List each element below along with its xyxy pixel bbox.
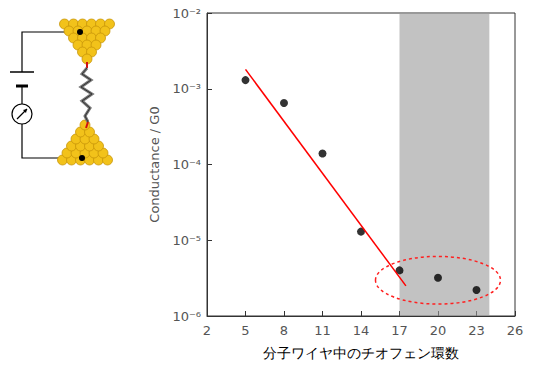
svg-text:分子ワイヤ中のチオフェン環数: 分子ワイヤ中のチオフェン環数 [263,345,459,361]
svg-text:10⁻⁶: 10⁻⁶ [172,309,201,324]
svg-text:10⁻²: 10⁻² [172,6,201,21]
svg-text:Conductance / G0: Conductance / G0 [147,106,162,222]
svg-text:20: 20 [430,323,447,338]
svg-text:10⁻³: 10⁻³ [172,81,201,96]
svg-text:10⁻⁵: 10⁻⁵ [172,233,201,248]
svg-text:26: 26 [507,323,524,338]
svg-text:10⁻⁴: 10⁻⁴ [172,157,201,172]
svg-text:17: 17 [391,323,408,338]
svg-text:14: 14 [353,323,370,338]
svg-text:5: 5 [241,323,249,338]
svg-text:23: 23 [468,323,485,338]
svg-text:8: 8 [280,323,288,338]
svg-text:2: 2 [203,323,211,338]
svg-text:11: 11 [314,323,331,338]
